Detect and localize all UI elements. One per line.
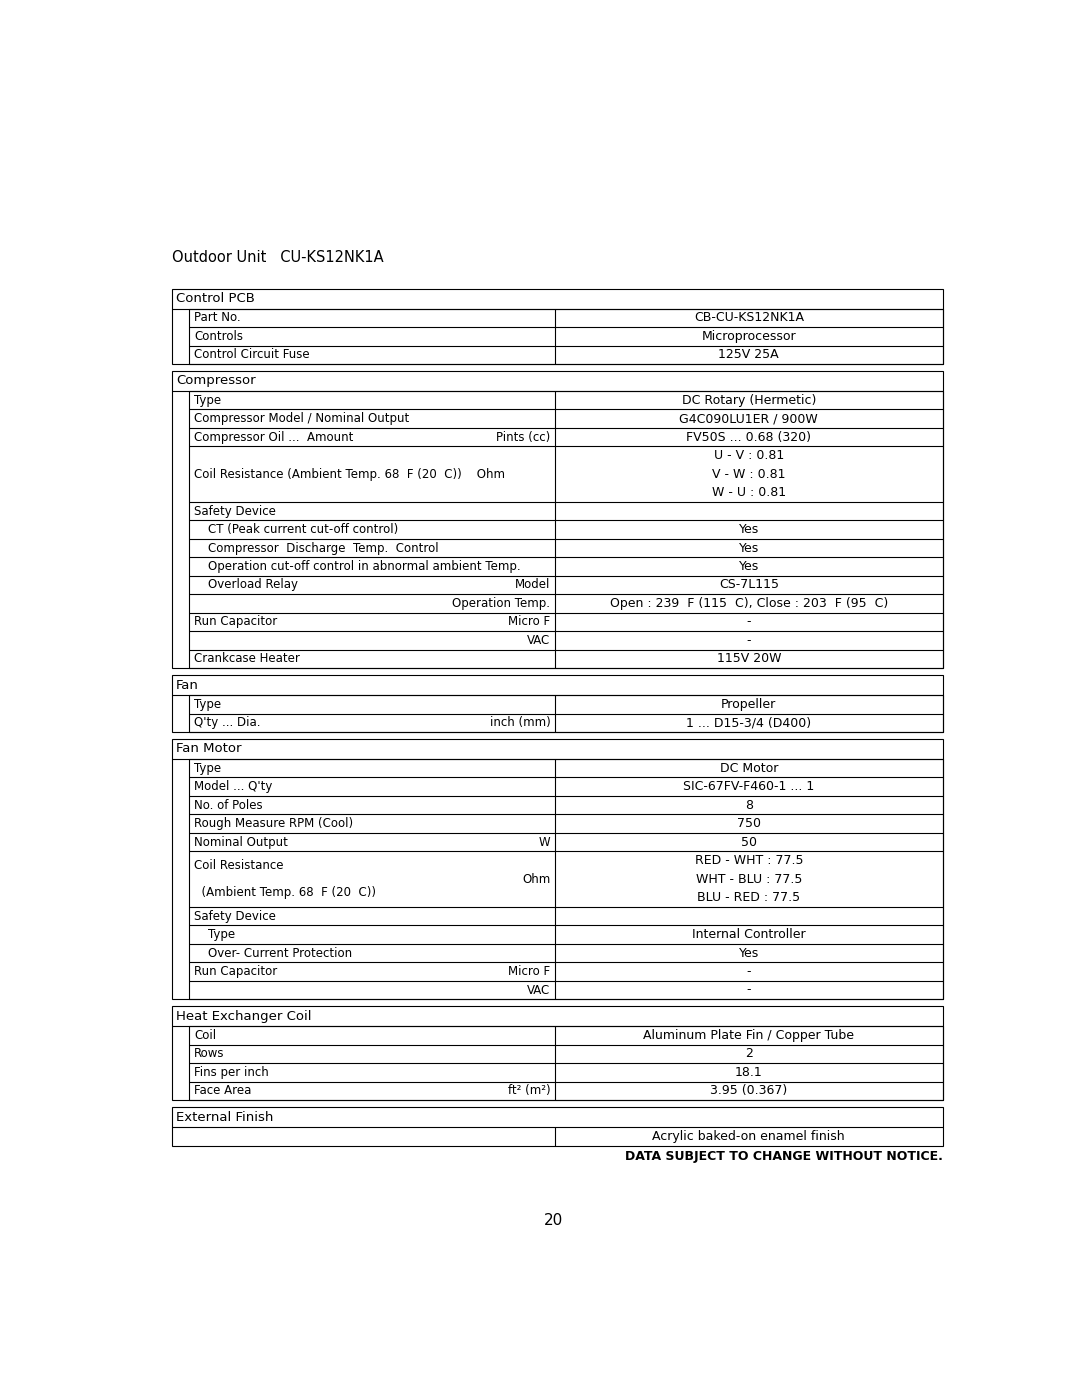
Text: Aluminum Plate Fin / Copper Tube: Aluminum Plate Fin / Copper Tube (644, 1030, 854, 1042)
Text: Operation cut-off control in abnormal ambient Temp.: Operation cut-off control in abnormal am… (207, 560, 521, 573)
Text: DC Rotary (Hermetic): DC Rotary (Hermetic) (681, 394, 816, 407)
Text: 750: 750 (737, 817, 760, 830)
Text: (Ambient Temp. 68  F (20  C)): (Ambient Temp. 68 F (20 C)) (194, 887, 376, 900)
Text: No. of Poles: No. of Poles (194, 799, 262, 812)
Text: Compressor: Compressor (176, 374, 256, 387)
Text: Run Capacitor: Run Capacitor (194, 965, 278, 978)
Text: DC Motor: DC Motor (719, 761, 778, 775)
Text: Model: Model (515, 578, 551, 591)
Text: Ohm: Ohm (522, 873, 551, 886)
Text: Open : 239  F (115  C), Close : 203  F (95  C): Open : 239 F (115 C), Close : 203 F (95 … (610, 597, 888, 610)
Text: Type: Type (194, 761, 221, 775)
Text: 20: 20 (544, 1213, 563, 1228)
Bar (189, 759, 943, 999)
Bar (172, 739, 943, 999)
Text: W: W (539, 835, 551, 848)
Text: BLU - RED : 77.5: BLU - RED : 77.5 (698, 891, 800, 904)
Text: U - V : 0.81: U - V : 0.81 (714, 448, 784, 462)
Text: CT (Peak current cut-off control): CT (Peak current cut-off control) (207, 522, 399, 536)
Text: Part No.: Part No. (194, 312, 241, 324)
Text: Safety Device: Safety Device (194, 909, 275, 922)
Text: Outdoor Unit   CU-KS12NK1A: Outdoor Unit CU-KS12NK1A (172, 250, 383, 265)
Text: CB-CU-KS12NK1A: CB-CU-KS12NK1A (693, 312, 804, 324)
Bar (172, 675, 943, 732)
Bar (189, 391, 943, 668)
Text: Compressor Oil ...  Amount: Compressor Oil ... Amount (194, 430, 353, 444)
Text: Micro F: Micro F (509, 616, 551, 629)
Text: Rows: Rows (194, 1048, 225, 1060)
Text: Face Area: Face Area (194, 1084, 252, 1098)
Text: Coil Resistance (Ambient Temp. 68  F (20  C))    Ohm: Coil Resistance (Ambient Temp. 68 F (20 … (194, 468, 504, 481)
Text: Controls: Controls (194, 330, 243, 342)
Text: Microprocessor: Microprocessor (702, 330, 796, 342)
Text: WHT - BLU : 77.5: WHT - BLU : 77.5 (696, 873, 802, 886)
Text: Coil Resistance: Coil Resistance (194, 859, 283, 872)
Text: G4C090LU1ER / 900W: G4C090LU1ER / 900W (679, 412, 819, 425)
Bar (189, 1027, 943, 1099)
Text: -: - (746, 965, 751, 978)
Text: Micro F: Micro F (509, 965, 551, 978)
Text: V - W : 0.81: V - W : 0.81 (712, 468, 785, 481)
Text: Over- Current Protection: Over- Current Protection (207, 947, 352, 960)
Text: Fan Motor: Fan Motor (176, 742, 242, 756)
Text: Compressor Model / Nominal Output: Compressor Model / Nominal Output (194, 412, 409, 425)
Text: Yes: Yes (739, 542, 759, 555)
Text: Yes: Yes (739, 522, 759, 536)
Bar (172, 1006, 943, 1099)
Bar (189, 696, 943, 732)
Text: Operation Temp.: Operation Temp. (453, 597, 551, 610)
Text: Fins per inch: Fins per inch (194, 1066, 269, 1078)
Text: 3.95 (0.367): 3.95 (0.367) (711, 1084, 787, 1098)
Text: Coil: Coil (194, 1030, 216, 1042)
Text: 1 ... D15-3/4 (D400): 1 ... D15-3/4 (D400) (686, 717, 811, 729)
Bar (172, 372, 943, 668)
Text: ft² (m²): ft² (m²) (508, 1084, 551, 1098)
Text: Pints (cc): Pints (cc) (496, 430, 551, 444)
Text: Type: Type (194, 394, 221, 407)
Text: 18.1: 18.1 (734, 1066, 762, 1078)
Text: Type: Type (194, 698, 221, 711)
Text: -: - (746, 634, 751, 647)
Text: Rough Measure RPM (Cool): Rough Measure RPM (Cool) (194, 817, 353, 830)
Text: Run Capacitor: Run Capacitor (194, 616, 278, 629)
Bar (172, 289, 943, 365)
Text: VAC: VAC (527, 634, 551, 647)
Bar (189, 309, 943, 365)
Text: Nominal Output: Nominal Output (194, 835, 287, 848)
Text: VAC: VAC (527, 983, 551, 996)
Text: Q'ty ... Dia.: Q'ty ... Dia. (194, 717, 260, 729)
Text: Model ... Q'ty: Model ... Q'ty (194, 780, 272, 793)
Text: 2: 2 (745, 1048, 753, 1060)
Text: Propeller: Propeller (721, 698, 777, 711)
Text: Crankcase Heater: Crankcase Heater (194, 652, 300, 665)
Text: Overload Relay: Overload Relay (207, 578, 298, 591)
Text: Control Circuit Fuse: Control Circuit Fuse (194, 348, 310, 362)
Text: CS-7L115: CS-7L115 (719, 578, 779, 591)
Text: Yes: Yes (739, 947, 759, 960)
Text: RED - WHT : 77.5: RED - WHT : 77.5 (694, 854, 804, 868)
Text: Safety Device: Safety Device (194, 504, 275, 517)
Text: DATA SUBJECT TO CHANGE WITHOUT NOTICE.: DATA SUBJECT TO CHANGE WITHOUT NOTICE. (624, 1150, 943, 1162)
Text: 115V 20W: 115V 20W (716, 652, 781, 665)
Text: 50: 50 (741, 835, 757, 848)
Text: Compressor  Discharge  Temp.  Control: Compressor Discharge Temp. Control (207, 542, 438, 555)
Text: inch (mm): inch (mm) (489, 717, 551, 729)
Text: FV50S ... 0.68 (320): FV50S ... 0.68 (320) (686, 430, 811, 444)
Text: Acrylic baked-on enamel finish: Acrylic baked-on enamel finish (652, 1130, 846, 1143)
Text: Fan: Fan (176, 679, 199, 692)
Text: SIC-67FV-F460-1 ... 1: SIC-67FV-F460-1 ... 1 (684, 780, 814, 793)
Text: -: - (746, 616, 751, 629)
Text: W - U : 0.81: W - U : 0.81 (712, 486, 786, 499)
Text: Control PCB: Control PCB (176, 292, 255, 305)
Text: 8: 8 (745, 799, 753, 812)
Text: -: - (746, 983, 751, 996)
Text: External Finish: External Finish (176, 1111, 273, 1123)
Bar (172, 1106, 943, 1146)
Text: Internal Controller: Internal Controller (692, 928, 806, 942)
Text: Heat Exchanger Coil: Heat Exchanger Coil (176, 1010, 311, 1023)
Text: Type: Type (207, 928, 235, 942)
Text: 125V 25A: 125V 25A (718, 348, 779, 362)
Text: Yes: Yes (739, 560, 759, 573)
